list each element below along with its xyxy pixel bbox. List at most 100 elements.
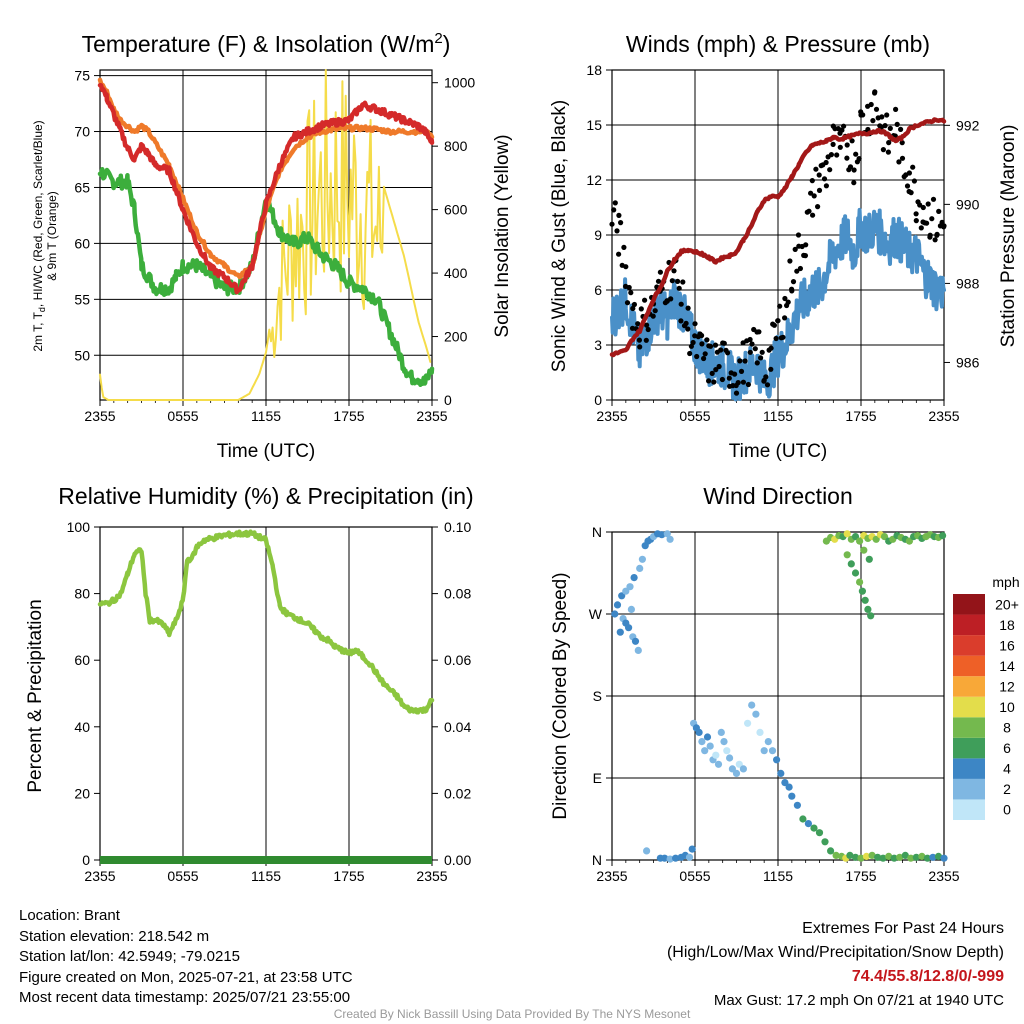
gust-point bbox=[941, 223, 947, 229]
direction-point bbox=[851, 853, 860, 861]
gust-point bbox=[702, 351, 708, 357]
gust-point bbox=[925, 201, 931, 207]
direction-point bbox=[905, 537, 914, 545]
gust-point bbox=[716, 363, 722, 370]
wind-y2-tick-label: 992 bbox=[956, 117, 980, 133]
gust-point bbox=[851, 167, 857, 173]
gust-point bbox=[685, 326, 691, 332]
colorbar-swatch bbox=[953, 717, 985, 738]
direction-point bbox=[856, 537, 864, 545]
rh-y-tick-label: 20 bbox=[74, 785, 90, 801]
gust-point bbox=[636, 337, 643, 343]
gust-point bbox=[870, 118, 876, 124]
relative-humidity-line bbox=[97, 529, 435, 715]
direction-point bbox=[857, 854, 865, 862]
gust-point bbox=[657, 269, 664, 275]
direction-point bbox=[661, 854, 669, 862]
gust-point bbox=[813, 166, 819, 172]
temp-y2-axis-label: Solar Insolation (Yellow) bbox=[492, 134, 513, 337]
direction-point bbox=[613, 601, 622, 609]
gust-point bbox=[906, 170, 913, 176]
gust-point bbox=[738, 368, 745, 374]
rh-y-tick-label: 60 bbox=[74, 652, 90, 668]
direction-point bbox=[630, 574, 638, 582]
gust-point bbox=[756, 329, 762, 335]
colorbar-label: 4 bbox=[1003, 761, 1011, 777]
gust-point bbox=[853, 151, 859, 157]
gust-point bbox=[815, 204, 821, 210]
station-location: Location: Brant bbox=[19, 907, 120, 924]
direction-point bbox=[874, 853, 882, 861]
gust-point bbox=[612, 200, 618, 206]
gust-point bbox=[856, 156, 862, 162]
gust-point bbox=[699, 341, 705, 347]
extremes-heading: Extremes For Past 24 Hours bbox=[802, 920, 1004, 937]
colorbar-swatch bbox=[953, 696, 985, 718]
direction-point bbox=[663, 530, 671, 538]
gust-point bbox=[810, 212, 816, 218]
rh-panel: 2355 0555 1155 1755 23550204060801000.000.02… bbox=[67, 519, 472, 884]
gust-point bbox=[803, 242, 809, 248]
wind-y2-axis-label: Station Pressure (Maroon) bbox=[998, 125, 1019, 348]
gust-point bbox=[699, 332, 705, 339]
station-pressure-line bbox=[609, 117, 947, 358]
direction-point bbox=[885, 852, 893, 861]
wind-x-tick-label: 2355 bbox=[928, 408, 959, 424]
rh-panel-title: Relative Humidity (%) & Precipitation (i… bbox=[58, 483, 473, 509]
gust-point bbox=[618, 220, 624, 226]
temp-y2-tick-label: 0 bbox=[444, 392, 452, 408]
direction-point bbox=[638, 555, 647, 563]
gust-point bbox=[614, 228, 620, 234]
wind-y2-tick-label: 986 bbox=[956, 354, 980, 370]
direction-point bbox=[793, 801, 802, 809]
gust-point bbox=[918, 225, 924, 231]
gust-point bbox=[655, 278, 662, 284]
gust-point bbox=[790, 279, 797, 285]
direction-point bbox=[872, 535, 880, 543]
direction-point bbox=[739, 765, 748, 773]
rh-x-tick-label: 2355 bbox=[84, 868, 115, 884]
temp-y-axis-label-line2: & 9m T (Orange) bbox=[45, 191, 59, 281]
gust-point bbox=[930, 196, 937, 202]
gust-point bbox=[844, 155, 850, 161]
gust-point bbox=[794, 268, 800, 274]
gust-point bbox=[816, 187, 823, 193]
wind-panel-title: Winds (mph) & Pressure (mb) bbox=[626, 31, 930, 57]
gust-point bbox=[839, 127, 845, 133]
temp-y-tick-label: 50 bbox=[74, 347, 90, 363]
gust-point bbox=[671, 268, 677, 274]
gust-point bbox=[880, 147, 887, 153]
wind-y-tick-label: 6 bbox=[594, 282, 602, 298]
direction-point bbox=[627, 605, 636, 614]
dir-y-tick-label: E bbox=[593, 770, 602, 786]
gust-point bbox=[830, 141, 836, 147]
gust-point bbox=[851, 180, 857, 186]
rh-y2-tick-label: 0.10 bbox=[444, 519, 471, 535]
direction-point bbox=[706, 742, 714, 750]
gust-point bbox=[630, 305, 636, 312]
gust-point bbox=[611, 207, 617, 213]
colorbar-label: 8 bbox=[1003, 720, 1011, 736]
gust-point bbox=[841, 123, 847, 129]
colorbar-swatch bbox=[953, 594, 985, 615]
colorbar-label: 2 bbox=[1003, 781, 1011, 797]
gust-point bbox=[811, 193, 817, 199]
gust-point bbox=[694, 353, 700, 360]
rh-x-tick-label: 2355 bbox=[416, 868, 447, 884]
direction-point bbox=[865, 555, 873, 563]
temp-x-tick-label: 2355 bbox=[84, 408, 115, 424]
temp-y-tick-label: 75 bbox=[74, 68, 90, 84]
direction-point bbox=[862, 852, 871, 861]
direction-point bbox=[804, 820, 813, 828]
gust-point bbox=[913, 218, 919, 224]
wind-x-tick-label: 1155 bbox=[763, 408, 793, 424]
gust-point bbox=[780, 334, 786, 340]
gust-point bbox=[752, 346, 758, 352]
gust-point bbox=[911, 178, 918, 184]
direction-point bbox=[631, 637, 640, 645]
temp-y-tick-label: 65 bbox=[74, 179, 90, 195]
station-info: Location: Brant Station elevation: 218.5… bbox=[19, 906, 353, 1009]
gust-point bbox=[795, 232, 802, 238]
gust-point bbox=[827, 167, 833, 173]
direction-point bbox=[861, 596, 869, 604]
